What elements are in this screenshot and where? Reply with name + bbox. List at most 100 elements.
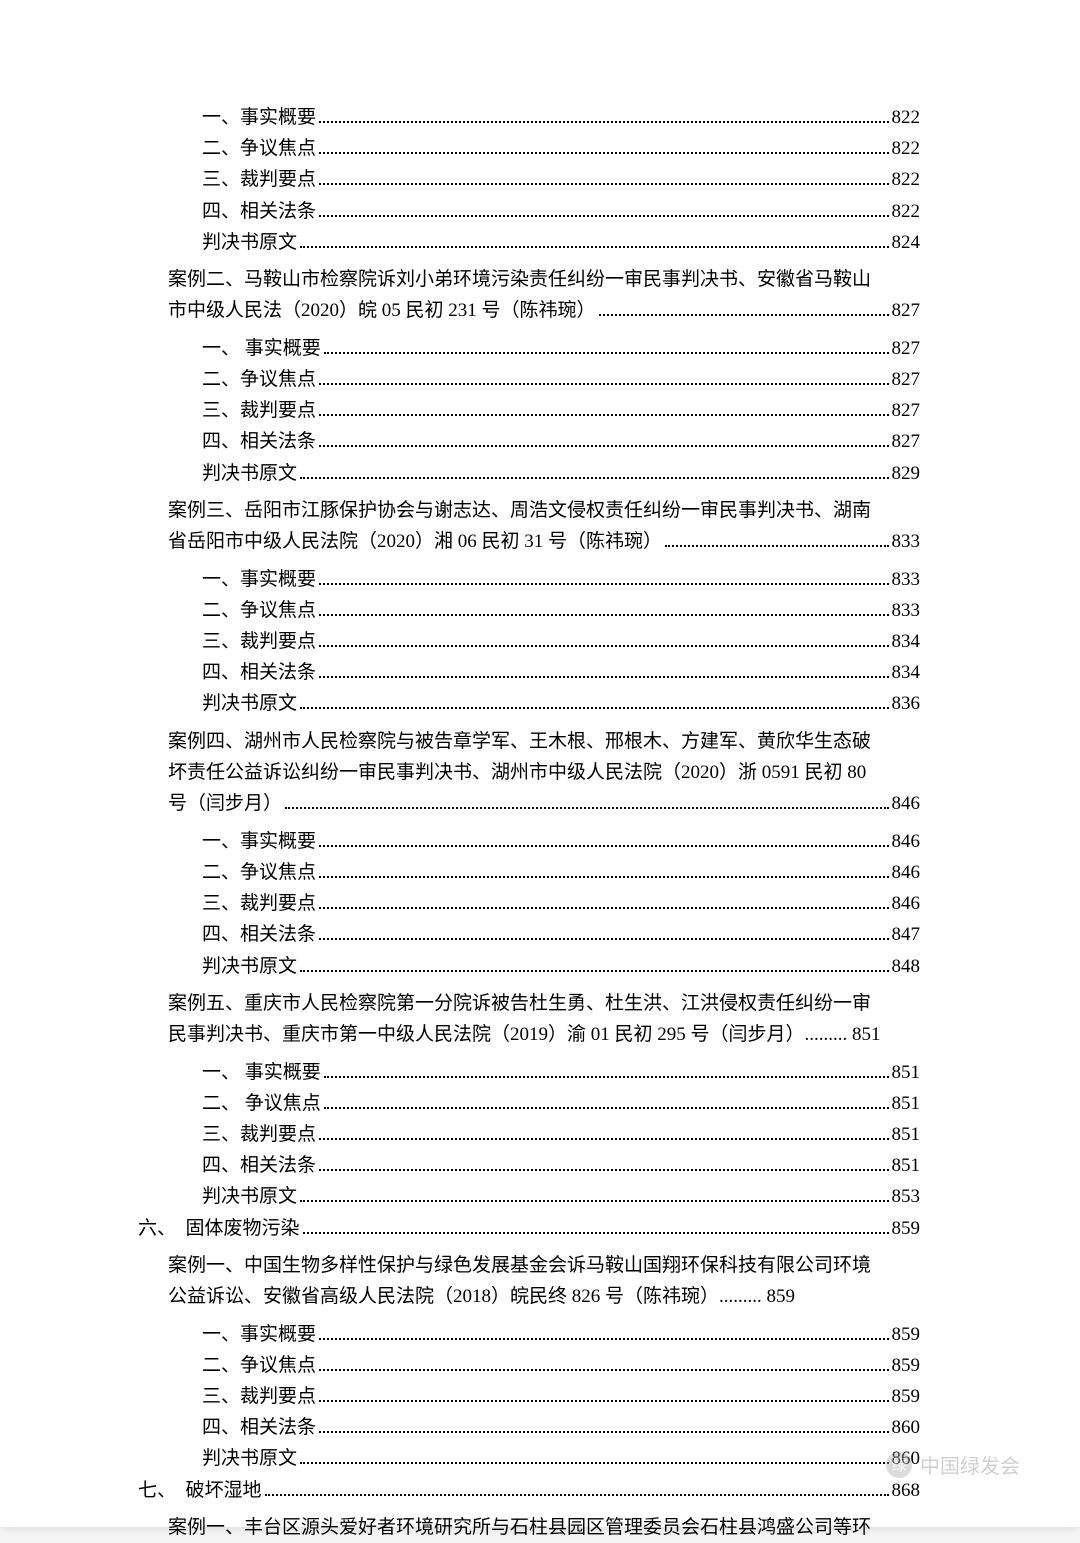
toc-page-number: ......... 859 bbox=[719, 1281, 795, 1312]
toc-page-number: 834 bbox=[892, 663, 921, 682]
toc-entry: 一、事实概要822 bbox=[138, 108, 920, 127]
toc-label: 二、争议焦点 bbox=[202, 1356, 316, 1375]
dot-leader bbox=[300, 1462, 888, 1464]
toc-label: 判决书原文 bbox=[202, 1449, 297, 1468]
toc-page-number: 851 bbox=[892, 1063, 921, 1082]
toc-entry: 二、争议焦点 833 bbox=[138, 601, 920, 620]
toc-entry: 六、 固体废物污染 859 bbox=[138, 1219, 920, 1238]
toc-entry: 四、相关法条847 bbox=[138, 925, 920, 944]
dot-leader bbox=[319, 152, 888, 154]
table-of-contents: 一、事实概要822二、争议焦点822三、裁判要点822四、相关法条822判决书原… bbox=[138, 108, 920, 1543]
toc-entry: 四、相关法条851 bbox=[138, 1156, 920, 1175]
toc-page-number: 851 bbox=[892, 1094, 921, 1113]
toc-label: 号（闫步月） bbox=[168, 788, 282, 819]
toc-label: 三、裁判要点 bbox=[202, 894, 316, 913]
toc-label: 一、事实概要 bbox=[202, 1325, 316, 1344]
dot-leader bbox=[319, 414, 888, 416]
toc-page-number: 822 bbox=[892, 108, 921, 127]
dot-leader bbox=[300, 707, 888, 709]
toc-entry: 判决书原文860 bbox=[138, 1449, 920, 1468]
toc-page-number: 860 bbox=[892, 1418, 921, 1437]
toc-page-number: 848 bbox=[892, 957, 921, 976]
toc-label: 二、争议焦点 bbox=[202, 370, 316, 389]
toc-label: 省岳阳市中级人民法院（2020）湘 06 民初 31 号（陈祎琬） bbox=[168, 526, 662, 557]
toc-label: 二、争议焦点 bbox=[202, 139, 316, 158]
toc-entry: 二、争议焦点 859 bbox=[138, 1356, 920, 1375]
toc-entry: 三、裁判要点822 bbox=[138, 170, 920, 189]
toc-entry-multiline: 案例二、马鞍山市检察院诉刘小弟环境污染责任纠纷一审民事判决书、安徽省马鞍山市中级… bbox=[138, 264, 920, 327]
toc-label: 二、争议焦点 bbox=[202, 863, 316, 882]
toc-page-number: 822 bbox=[892, 139, 921, 158]
toc-label: 三、裁判要点 bbox=[202, 170, 316, 189]
toc-label-line: 案例三、岳阳市江豚保护协会与谢志达、周浩文侵权责任纠纷一审民事判决书、湖南 bbox=[168, 495, 920, 526]
toc-page-number: 859 bbox=[892, 1356, 921, 1375]
toc-page-number: ......... 851 bbox=[805, 1019, 881, 1050]
toc-entry-multiline: 案例四、湖州市人民检察院与被告章学军、王木根、邢根木、方建军、黄欣华生态破坏责任… bbox=[138, 726, 920, 820]
toc-page-number: 827 bbox=[892, 401, 921, 420]
dot-leader bbox=[319, 614, 888, 616]
toc-entry: 一、事实概要859 bbox=[138, 1325, 920, 1344]
toc-label: 一、 事实概要 bbox=[202, 1063, 321, 1082]
toc-entry: 三、裁判要点859 bbox=[138, 1387, 920, 1406]
toc-label: 四、相关法条 bbox=[202, 1418, 316, 1437]
toc-label: 四、相关法条 bbox=[202, 1156, 316, 1175]
toc-label: 三、裁判要点 bbox=[202, 1387, 316, 1406]
toc-label: 二、 争议焦点 bbox=[202, 1094, 321, 1113]
toc-page-number: 833 bbox=[892, 526, 921, 557]
toc-label-line: 案例二、马鞍山市检察院诉刘小弟环境污染责任纠纷一审民事判决书、安徽省马鞍山 bbox=[168, 264, 920, 295]
toc-entry: 判决书原文 848 bbox=[138, 957, 920, 976]
toc-label: 四、相关法条 bbox=[202, 663, 316, 682]
toc-entry-multiline: 案例一、中国生物多样性保护与绿色发展基金会诉马鞍山国翔环保科技有限公司环境公益诉… bbox=[138, 1250, 920, 1313]
toc-label: 判决书原文 bbox=[202, 464, 297, 483]
toc-entry: 判决书原文853 bbox=[138, 1187, 920, 1206]
dot-leader bbox=[319, 215, 888, 217]
toc-page-number: 846 bbox=[892, 894, 921, 913]
toc-label: 判决书原文 bbox=[202, 1187, 297, 1206]
toc-label: 六、 固体废物污染 bbox=[138, 1219, 300, 1238]
toc-page-number: 824 bbox=[892, 233, 921, 252]
toc-label: 判决书原文 bbox=[202, 957, 297, 976]
dot-leader bbox=[319, 907, 888, 909]
toc-page-number: 859 bbox=[892, 1219, 921, 1238]
toc-page-number: 827 bbox=[892, 432, 921, 451]
toc-entry: 一、事实概要846 bbox=[138, 832, 920, 851]
dot-leader bbox=[324, 1076, 889, 1078]
toc-entry: 三、裁判要点 851 bbox=[138, 1125, 920, 1144]
toc-label: 四、相关法条 bbox=[202, 202, 316, 221]
dot-leader bbox=[319, 1338, 888, 1340]
toc-label: 三、裁判要点 bbox=[202, 632, 316, 651]
toc-entry: 四、相关法条822 bbox=[138, 202, 920, 221]
toc-entry: 二、争议焦点 846 bbox=[138, 863, 920, 882]
dot-leader bbox=[300, 970, 888, 972]
dot-leader bbox=[319, 383, 888, 385]
document-page: 一、事实概要822二、争议焦点822三、裁判要点822四、相关法条822判决书原… bbox=[0, 0, 1080, 1527]
watermark-label: 中国绿发会 bbox=[920, 1450, 1020, 1479]
dot-leader bbox=[265, 1494, 889, 1496]
dot-leader bbox=[319, 583, 888, 585]
toc-page-number: 851 bbox=[892, 1125, 921, 1144]
toc-label: 三、裁判要点 bbox=[202, 1125, 316, 1144]
watermark: 绿 中国绿发会 bbox=[886, 1450, 1020, 1479]
toc-page-number: 847 bbox=[892, 925, 921, 944]
dot-leader bbox=[319, 676, 888, 678]
toc-entry: 四、相关法条 827 bbox=[138, 432, 920, 451]
toc-label: 民事判决书、重庆市第一中级人民法院（2019）渝 01 民初 295 号（闫步月… bbox=[168, 1019, 805, 1050]
dot-leader bbox=[319, 645, 888, 647]
dot-leader bbox=[319, 1400, 888, 1402]
dot-leader bbox=[300, 477, 888, 479]
dot-leader bbox=[319, 445, 888, 447]
toc-label: 二、争议焦点 bbox=[202, 601, 316, 620]
toc-page-number: 846 bbox=[892, 863, 921, 882]
toc-page-number: 836 bbox=[892, 694, 921, 713]
toc-entry: 一、 事实概要 851 bbox=[138, 1063, 920, 1082]
toc-label: 公益诉讼、安徽省高级人民法院（2018）皖民终 826 号（陈祎琬） bbox=[168, 1281, 719, 1312]
toc-label-line: 案例一、丰台区源头爱好者环境研究所与石柱县园区管理委员会石柱县鸿盛公司等环 bbox=[168, 1512, 920, 1543]
toc-entry-multiline: 案例三、岳阳市江豚保护协会与谢志达、周浩文侵权责任纠纷一审民事判决书、湖南省岳阳… bbox=[138, 495, 920, 558]
toc-page-number: 827 bbox=[892, 339, 921, 358]
dot-leader bbox=[324, 352, 889, 354]
toc-label: 四、相关法条 bbox=[202, 432, 316, 451]
toc-entry: 判决书原文836 bbox=[138, 694, 920, 713]
dot-leader bbox=[319, 1431, 888, 1433]
toc-page-number: 833 bbox=[892, 601, 921, 620]
toc-entry: 二、争议焦点827 bbox=[138, 370, 920, 389]
